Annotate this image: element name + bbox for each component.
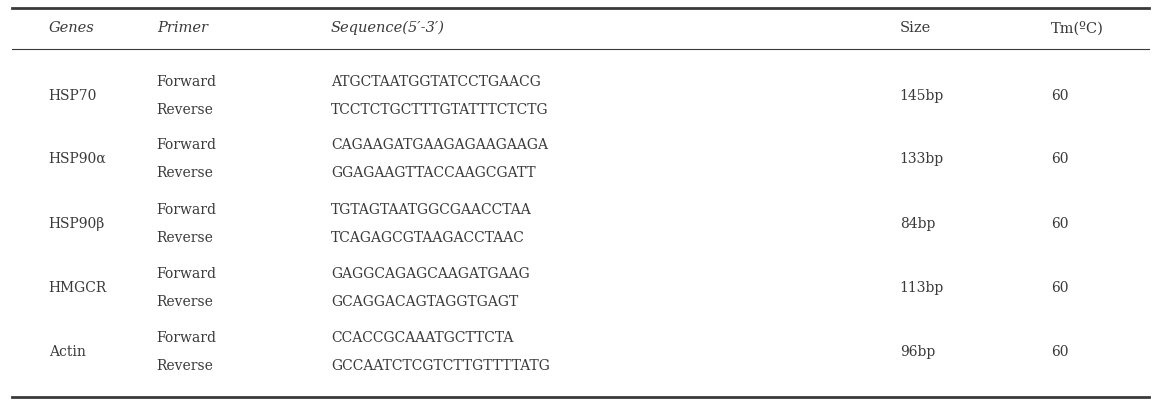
- Text: Forward: Forward: [157, 138, 217, 152]
- Text: HSP90α: HSP90α: [49, 152, 107, 166]
- Text: 60: 60: [1051, 281, 1068, 295]
- Text: HSP90β: HSP90β: [49, 217, 104, 231]
- Text: Reverse: Reverse: [157, 166, 214, 180]
- Text: Forward: Forward: [157, 203, 217, 217]
- Text: Forward: Forward: [157, 267, 217, 281]
- Text: CCACCGCAAATGCTTCTA: CCACCGCAAATGCTTCTA: [331, 331, 513, 345]
- Text: 60: 60: [1051, 345, 1068, 359]
- Text: Reverse: Reverse: [157, 103, 214, 117]
- Text: CAGAAGATGAAGAGAAGAAGA: CAGAAGATGAAGAGAAGAAGA: [331, 138, 548, 152]
- Text: 96bp: 96bp: [900, 345, 935, 359]
- Text: 60: 60: [1051, 89, 1068, 103]
- Text: 60: 60: [1051, 152, 1068, 166]
- Text: Size: Size: [900, 21, 931, 35]
- Text: ATGCTAATGGTATCCTGAACG: ATGCTAATGGTATCCTGAACG: [331, 75, 541, 89]
- Text: 60: 60: [1051, 217, 1068, 231]
- Text: Genes: Genes: [49, 21, 94, 35]
- Text: GCAGGACAGTAGGTGAGT: GCAGGACAGTAGGTGAGT: [331, 295, 518, 309]
- Text: 84bp: 84bp: [900, 217, 935, 231]
- Text: GCCAATCTCGTCTTGTTTTATG: GCCAATCTCGTCTTGTTTTATG: [331, 359, 550, 373]
- Text: Tm(ºC): Tm(ºC): [1051, 21, 1104, 35]
- Text: 145bp: 145bp: [900, 89, 944, 103]
- Text: Reverse: Reverse: [157, 359, 214, 373]
- Text: Actin: Actin: [49, 345, 86, 359]
- Text: HMGCR: HMGCR: [49, 281, 107, 295]
- Text: Forward: Forward: [157, 331, 217, 345]
- Text: Reverse: Reverse: [157, 231, 214, 245]
- Text: 133bp: 133bp: [900, 152, 944, 166]
- Text: GGAGAAGTTACCAAGCGATT: GGAGAAGTTACCAAGCGATT: [331, 166, 535, 180]
- Text: TCAGAGCGTAAGACCTAAC: TCAGAGCGTAAGACCTAAC: [331, 231, 525, 245]
- Text: GAGGCAGAGCAAGATGAAG: GAGGCAGAGCAAGATGAAG: [331, 267, 529, 281]
- Text: TCCTCTGCTTTGTATTTCTCTG: TCCTCTGCTTTGTATTTCTCTG: [331, 103, 548, 117]
- Text: HSP70: HSP70: [49, 89, 98, 103]
- Text: 113bp: 113bp: [900, 281, 944, 295]
- Text: Primer: Primer: [157, 21, 208, 35]
- Text: Sequence(5′-3′): Sequence(5′-3′): [331, 21, 445, 35]
- Text: Reverse: Reverse: [157, 295, 214, 309]
- Text: Forward: Forward: [157, 75, 217, 89]
- Text: TGTAGTAATGGCGAACCTAA: TGTAGTAATGGCGAACCTAA: [331, 203, 532, 217]
